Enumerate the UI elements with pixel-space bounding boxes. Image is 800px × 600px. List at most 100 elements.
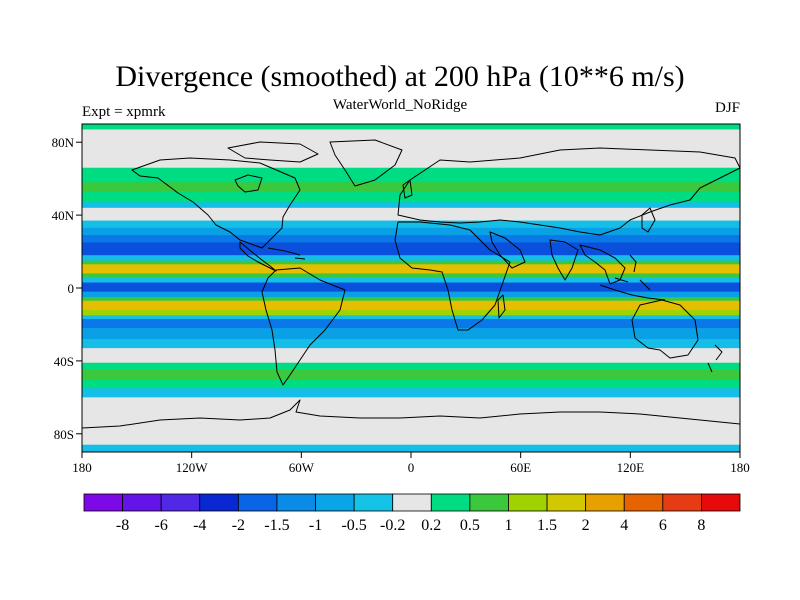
contour-band (82, 370, 740, 380)
coastlines (81, 139, 741, 429)
colorbar-label: -1.5 (264, 517, 289, 534)
colorbar-swatch (508, 493, 548, 512)
coastline-antarctica (81, 399, 741, 429)
contour-band (82, 282, 740, 293)
coastline-hudson-bay (234, 174, 263, 193)
contour-band (82, 300, 740, 311)
colorbar-swatch (276, 493, 316, 512)
contour-band (82, 191, 740, 203)
coastline-arabia (489, 231, 526, 269)
contour-band (82, 318, 740, 329)
lon-tick-label: 60W (289, 460, 315, 475)
colorbar-label: 1 (504, 517, 512, 534)
lat-tick-label: 0 (68, 281, 75, 296)
contour-band (82, 328, 740, 340)
experiment-name: WaterWorld_NoRidge (332, 97, 468, 113)
colorbar-label: -0.2 (380, 517, 405, 534)
contour-band (82, 264, 740, 274)
coastline-india (549, 239, 579, 281)
colorbar-label: 0.2 (421, 517, 441, 534)
colorbar-label: 6 (659, 517, 667, 534)
map-axes: 180 120W 60W 0 60E 120E 180 80N 40N 0 40S 80S (52, 135, 750, 475)
coastline-central-america (239, 241, 277, 272)
contour-band (82, 297, 740, 302)
contour-band (82, 129, 740, 145)
contour-bands (82, 124, 740, 453)
map-title: Divergence (smoothed) at 200 hPa (10**6 … (115, 60, 685, 93)
coastline-greenland (329, 139, 403, 187)
contour-band (82, 124, 740, 130)
colorbar-swatch (701, 493, 741, 512)
colorbar-swatch (392, 493, 432, 512)
contour-band (82, 235, 740, 243)
contour-band (82, 207, 740, 222)
coastline-arctic-islands (227, 141, 319, 163)
contour-band (82, 315, 740, 320)
colorbar-label: -6 (155, 517, 168, 534)
lon-tick-label: 0 (408, 460, 415, 475)
coastline-philippines (629, 254, 637, 273)
colorbar-label: -2 (232, 517, 245, 534)
contour-band (82, 255, 740, 262)
coastline-madagascar (497, 294, 506, 319)
contour-band (82, 227, 740, 236)
lat-tick-label: 40N (52, 208, 75, 223)
contour-band (82, 144, 740, 169)
coastline-europe (397, 147, 741, 236)
contour-band (82, 202, 740, 209)
lon-tick-label: 180 (72, 460, 92, 475)
coastline-se-asia (579, 244, 626, 285)
colorbar-swatch (83, 493, 123, 512)
lat-tick-label: 80N (52, 135, 75, 150)
colorbar-label: 0.5 (460, 517, 480, 534)
coastline-north-america (131, 157, 301, 249)
contour-band (82, 309, 740, 316)
coastline-africa (394, 221, 511, 331)
season-label: DJF (714, 100, 740, 116)
contour-band (82, 273, 740, 278)
colorbar-swatch (662, 493, 702, 512)
contour-band (82, 362, 740, 371)
contour-band (82, 291, 740, 298)
lat-tick-label: 40S (54, 354, 74, 369)
contour-band (82, 277, 740, 284)
lat-tick-label: 80S (54, 427, 74, 442)
contour-band (82, 339, 740, 349)
colorbar-label: 2 (582, 517, 590, 534)
lon-tick-label: 120W (176, 460, 209, 475)
colorbar-swatch (160, 493, 201, 512)
colorbar-label: 8 (697, 517, 705, 534)
colorbar-swatch (623, 493, 664, 512)
colorbar-swatch (237, 493, 278, 512)
contour-band (82, 444, 740, 453)
coastline-japan (641, 207, 656, 233)
colorbar-label: -8 (116, 517, 129, 534)
contour-band (82, 242, 740, 256)
contour-band (82, 348, 740, 364)
colorbar-swatch (469, 493, 509, 512)
coastline-new-zealand (707, 344, 723, 373)
colorbar-label: 4 (620, 517, 628, 534)
colorbar-label: 1.5 (537, 517, 557, 534)
colorbar-swatch (585, 493, 625, 512)
coastline-britain (402, 179, 413, 199)
lon-tick-label: 60E (510, 460, 531, 475)
contour-band (82, 260, 740, 265)
coastline-caribbean (267, 247, 306, 260)
contour-band (82, 379, 740, 389)
contour-band (82, 220, 740, 229)
contour-band (82, 167, 740, 183)
contour-band (82, 388, 740, 398)
colorbar-swatch (353, 493, 394, 512)
contour-band (82, 397, 740, 446)
colorbar-label: -1 (309, 517, 322, 534)
colorbar-swatch (546, 493, 587, 512)
colorbar: -8 -6 -4 -2 -1.5 -1 -0.5 -0.2 0.2 0.5 1 1.5 2 4 6 8 (83, 493, 741, 534)
colorbar-swatch (430, 493, 471, 512)
colorbar-swatch (315, 493, 355, 512)
colorbar-label: -0.5 (341, 517, 366, 534)
lon-tick-label: 120E (617, 460, 645, 475)
experiment-id: Expt = xpmrk (82, 104, 166, 120)
coastline-south-america (261, 267, 346, 386)
